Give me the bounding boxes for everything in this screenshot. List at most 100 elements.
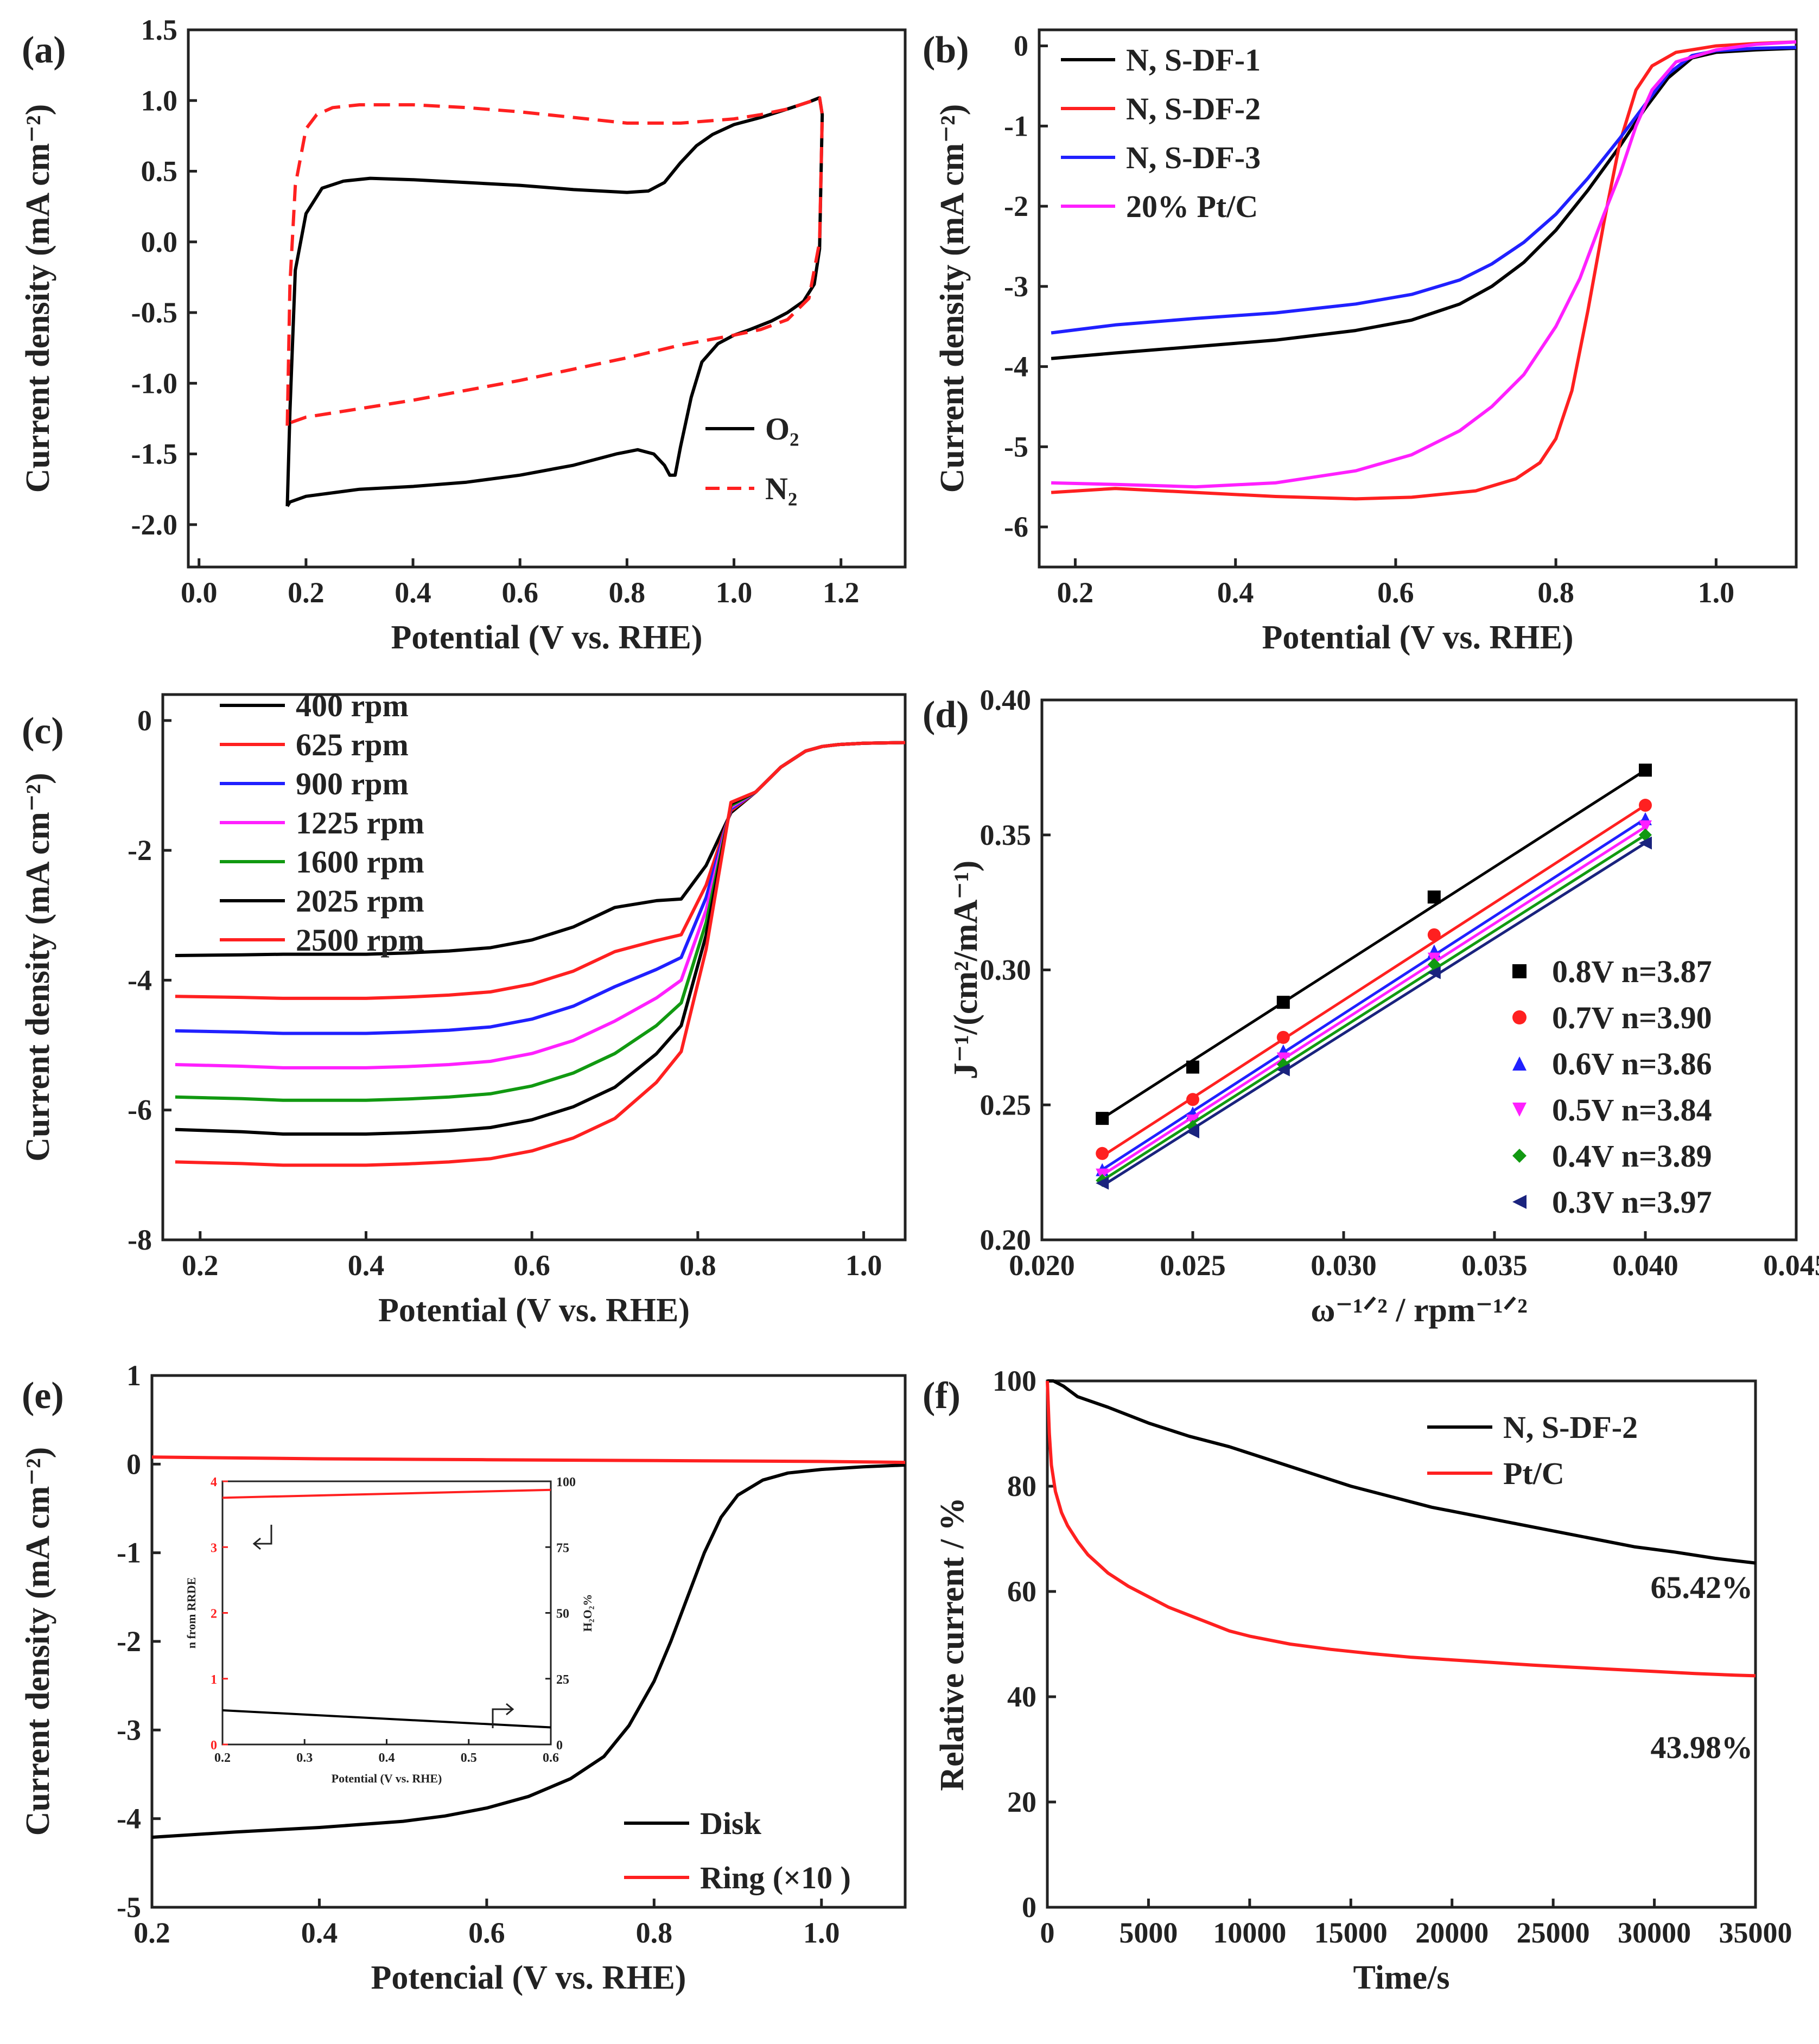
y-tick-label: 60 bbox=[1007, 1575, 1036, 1608]
y-axis-label: Current density (mA cm⁻²) bbox=[934, 104, 971, 493]
legend-label: 625 rpm bbox=[296, 727, 409, 762]
x-tick-label: 20000 bbox=[1415, 1916, 1489, 1949]
y-tick-label: -4 bbox=[1004, 351, 1028, 383]
x-tick-label: 35000 bbox=[1719, 1916, 1792, 1949]
inset-left-axis-arrow bbox=[252, 1525, 272, 1550]
stability-line bbox=[1047, 1379, 1756, 1565]
stability-line bbox=[1046, 1380, 1756, 1678]
data-point bbox=[1276, 1030, 1290, 1044]
inset-y-right-label: H₂O₂% bbox=[581, 1594, 594, 1632]
x-tick-label: 30000 bbox=[1618, 1916, 1691, 1949]
rrde-line bbox=[151, 1463, 906, 1839]
y-axis-label: Current density (mA cm⁻²) bbox=[20, 1447, 56, 1836]
x-tick-label: 0.030 bbox=[1311, 1249, 1377, 1282]
legend-label: 0.8V n=3.87 bbox=[1552, 954, 1712, 989]
rpm-curve bbox=[175, 741, 906, 1035]
legend-label: N₂ bbox=[765, 471, 797, 506]
lsv-line bbox=[1051, 40, 1797, 489]
plot-frame bbox=[187, 28, 907, 569]
y-tick-label: 0.0 bbox=[141, 226, 178, 258]
legend-label: N, S-DF-2 bbox=[1503, 1410, 1638, 1445]
y-tick-label: -2.0 bbox=[131, 508, 177, 541]
x-tick-label: 0.020 bbox=[1009, 1249, 1075, 1282]
y-axis-label: J⁻¹/(cm²/mA⁻¹) bbox=[947, 861, 984, 1080]
data-point bbox=[1512, 1103, 1527, 1117]
rpm-curve bbox=[175, 741, 906, 1102]
x-tick-label: 0.2 bbox=[133, 1916, 170, 1949]
legend-label: 1600 rpm bbox=[296, 844, 424, 880]
rpm-curve bbox=[175, 741, 906, 957]
x-tick-label: 0 bbox=[1040, 1916, 1055, 1949]
data-point bbox=[1096, 1147, 1109, 1160]
y-tick-label: 0 bbox=[1022, 1891, 1036, 1924]
inset-x-tick-label: 0.2 bbox=[214, 1751, 231, 1765]
inset-chart: 0.2 0.3 0.4 0.5 0.6012340255075100Potential … bbox=[185, 1475, 594, 1785]
y-tick-label: -2 bbox=[1004, 190, 1028, 222]
legend-label: Disk bbox=[700, 1806, 762, 1841]
inset-x-tick-label: 0.4 bbox=[379, 1751, 395, 1765]
x-axis-label: Potential (V vs. RHE) bbox=[1262, 619, 1573, 656]
y-tick-label: -4 bbox=[117, 1803, 141, 1835]
y-tick-label: 40 bbox=[1007, 1680, 1036, 1713]
inset-y-left-tick-label: 4 bbox=[211, 1475, 217, 1489]
x-tick-label: 0.4 bbox=[1217, 576, 1254, 609]
y-tick-label: -1 bbox=[1004, 110, 1028, 142]
data-point bbox=[1639, 836, 1652, 850]
legend-label: N, S-DF-3 bbox=[1126, 140, 1261, 175]
y-tick-label: 80 bbox=[1007, 1470, 1036, 1502]
inset-y-left-label: n from RRDE bbox=[185, 1577, 198, 1649]
data-point bbox=[1512, 1010, 1527, 1024]
inset-y-left-tick-label: 0 bbox=[211, 1739, 217, 1753]
y-tick-label: 0 bbox=[1014, 30, 1028, 62]
x-tick-label: 0.8 bbox=[1537, 576, 1574, 609]
x-tick-label: 0.8 bbox=[636, 1916, 673, 1949]
x-tick-label: 1.2 bbox=[823, 576, 860, 609]
y-tick-label: 0.25 bbox=[980, 1088, 1032, 1121]
x-tick-label: 0.6 bbox=[501, 576, 538, 609]
y-tick-label: 1 bbox=[126, 1359, 141, 1392]
x-tick-label: 0.4 bbox=[348, 1249, 385, 1282]
inset-x-label: Potential (V vs. RHE) bbox=[332, 1772, 442, 1785]
y-tick-label: -6 bbox=[128, 1094, 152, 1126]
y-tick-label: -3 bbox=[1004, 270, 1028, 303]
annotation-label: 43.98% bbox=[1651, 1730, 1753, 1765]
x-tick-label: 0.6 bbox=[1377, 576, 1414, 609]
x-axis-label: Potencial (V vs. RHE) bbox=[371, 1959, 686, 1996]
x-tick-label: 25000 bbox=[1517, 1916, 1590, 1949]
y-tick-label: -8 bbox=[128, 1224, 152, 1256]
cv-line-O₂ bbox=[285, 96, 824, 507]
y-tick-label: -5 bbox=[1004, 430, 1028, 463]
x-tick-label: 10000 bbox=[1213, 1916, 1286, 1949]
inset-x-tick-label: 0.5 bbox=[461, 1751, 477, 1765]
rpm-curve bbox=[175, 741, 906, 1167]
plot-frame bbox=[150, 1374, 907, 1909]
legend-label: 2500 rpm bbox=[296, 922, 424, 958]
panel-d: 0.020 0.025 0.030 0.035 0.040 0.045 0.20 0.25 0.… bbox=[923, 684, 1819, 1329]
legend-label: Pt/C bbox=[1503, 1456, 1564, 1491]
x-tick-label: 15000 bbox=[1314, 1916, 1388, 1949]
rrde-line bbox=[151, 1455, 906, 1464]
inset-y-right-tick-label: 0 bbox=[556, 1739, 563, 1753]
fit-line bbox=[1101, 769, 1646, 1120]
legend-label: N, S-DF-2 bbox=[1126, 91, 1261, 126]
y-tick-label: 0.5 bbox=[141, 155, 178, 188]
x-tick-label: 1.0 bbox=[1698, 576, 1735, 609]
data-point bbox=[1639, 799, 1652, 812]
panel-label: (c) bbox=[22, 710, 64, 752]
data-point bbox=[1186, 1060, 1199, 1074]
data-point bbox=[1512, 1195, 1527, 1209]
y-tick-label: -6 bbox=[1004, 511, 1028, 543]
x-tick-label: 0.2 bbox=[1057, 576, 1094, 609]
y-tick-label: 0.20 bbox=[980, 1224, 1032, 1256]
y-tick-label: 100 bbox=[993, 1365, 1036, 1397]
inset-right-axis-arrow bbox=[492, 1703, 514, 1728]
x-tick-label: 1.0 bbox=[716, 576, 753, 609]
y-tick-label: -2 bbox=[117, 1625, 141, 1658]
y-tick-label: 0 bbox=[137, 704, 152, 737]
inset-frame bbox=[221, 1480, 552, 1746]
x-tick-label: 0.0 bbox=[181, 576, 218, 609]
y-tick-label: -3 bbox=[117, 1714, 141, 1746]
panel-a: 0.0 0.2 0.4 0.6 0.8 1.0 1.2 -2.0 -1.5 -1.0 -0.5 0.0… bbox=[20, 14, 907, 656]
inset-y-right-tick-label: 25 bbox=[556, 1673, 569, 1687]
y-axis-label: Current density (mA cm⁻²) bbox=[20, 773, 56, 1162]
